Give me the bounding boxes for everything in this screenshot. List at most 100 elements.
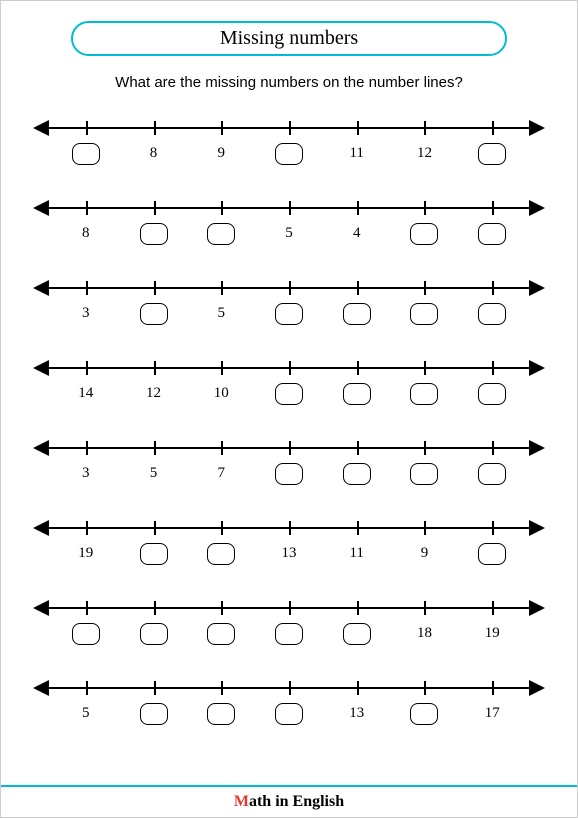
tick-mark [424, 441, 426, 455]
tick-mark [424, 601, 426, 615]
tick-mark [289, 201, 291, 215]
blank-box[interactable] [207, 623, 235, 645]
blank-box[interactable] [478, 383, 506, 405]
blank-box[interactable] [478, 223, 506, 245]
blank-box[interactable] [140, 303, 168, 325]
blank-box[interactable] [410, 383, 438, 405]
tick-mark [154, 201, 156, 215]
number-label: 19 [472, 625, 512, 642]
arrow-right-icon [529, 200, 545, 216]
blank-box[interactable] [343, 623, 371, 645]
arrow-left-icon [33, 120, 49, 136]
blank-box[interactable] [275, 703, 303, 725]
tick-mark [154, 601, 156, 615]
blank-box[interactable] [410, 703, 438, 725]
blank-box[interactable] [275, 623, 303, 645]
blank-box[interactable] [275, 383, 303, 405]
blank-box[interactable] [478, 543, 506, 565]
arrow-left-icon [33, 280, 49, 296]
number-label: 5 [66, 705, 106, 722]
tick-mark [221, 441, 223, 455]
tick-mark [357, 201, 359, 215]
number-label: 19 [66, 545, 106, 562]
footer: Math in English [1, 785, 577, 817]
blank-box[interactable] [207, 703, 235, 725]
blank-box[interactable] [410, 223, 438, 245]
axis [35, 199, 543, 217]
tick-mark [492, 601, 494, 615]
tick-mark [492, 521, 494, 535]
tick-mark [357, 121, 359, 135]
blank-box[interactable] [343, 383, 371, 405]
number-label: 3 [66, 465, 106, 482]
axis [35, 519, 543, 537]
arrow-right-icon [529, 360, 545, 376]
blank-box[interactable] [410, 463, 438, 485]
blank-box[interactable] [140, 543, 168, 565]
blank-box[interactable] [343, 463, 371, 485]
tick-mark [154, 521, 156, 535]
tick-mark [424, 361, 426, 375]
blank-box[interactable] [140, 223, 168, 245]
tick-mark [492, 201, 494, 215]
number-label: 9 [201, 145, 241, 162]
blank-box[interactable] [410, 303, 438, 325]
tick-mark [492, 361, 494, 375]
labels-row: 854 [35, 223, 543, 251]
arrow-right-icon [529, 280, 545, 296]
blank-box[interactable] [207, 223, 235, 245]
tick-mark [154, 361, 156, 375]
arrow-right-icon [529, 680, 545, 696]
labels-row: 35 [35, 303, 543, 331]
arrow-left-icon [33, 200, 49, 216]
tick-mark [289, 121, 291, 135]
number-line-1: 891112 [35, 119, 543, 171]
tick-mark [289, 281, 291, 295]
axis [35, 599, 543, 617]
number-line-4: 141210 [35, 359, 543, 411]
tick-mark [154, 281, 156, 295]
tick-mark [221, 281, 223, 295]
labels-row: 1913119 [35, 543, 543, 571]
blank-box[interactable] [140, 703, 168, 725]
blank-box[interactable] [207, 543, 235, 565]
blank-box[interactable] [275, 303, 303, 325]
tick-mark [492, 121, 494, 135]
blank-box[interactable] [478, 143, 506, 165]
arrow-left-icon [33, 440, 49, 456]
number-line-2: 854 [35, 199, 543, 251]
tick-mark [86, 681, 88, 695]
tick-mark [86, 521, 88, 535]
labels-row: 357 [35, 463, 543, 491]
labels-row: 891112 [35, 143, 543, 171]
blank-box[interactable] [140, 623, 168, 645]
number-label: 3 [66, 305, 106, 322]
blank-box[interactable] [478, 303, 506, 325]
number-lines-area: 891112854351412103571913119181951317 [31, 119, 547, 731]
tick-mark [221, 521, 223, 535]
blank-box[interactable] [275, 143, 303, 165]
axis [35, 359, 543, 377]
arrow-right-icon [529, 600, 545, 616]
tick-mark [492, 281, 494, 295]
blank-box[interactable] [275, 463, 303, 485]
blank-box[interactable] [478, 463, 506, 485]
number-label: 8 [134, 145, 174, 162]
arrow-right-icon [529, 440, 545, 456]
tick-mark [357, 601, 359, 615]
blank-box[interactable] [72, 623, 100, 645]
tick-mark [86, 201, 88, 215]
blank-box[interactable] [72, 143, 100, 165]
number-label: 8 [66, 225, 106, 242]
tick-mark [424, 201, 426, 215]
axis [35, 439, 543, 457]
blank-box[interactable] [343, 303, 371, 325]
tick-mark [424, 681, 426, 695]
number-label: 13 [269, 545, 309, 562]
number-label: 7 [201, 465, 241, 482]
number-label: 5 [201, 305, 241, 322]
number-label: 12 [134, 385, 174, 402]
number-label: 13 [337, 705, 377, 722]
arrow-left-icon [33, 360, 49, 376]
number-label: 9 [404, 545, 444, 562]
